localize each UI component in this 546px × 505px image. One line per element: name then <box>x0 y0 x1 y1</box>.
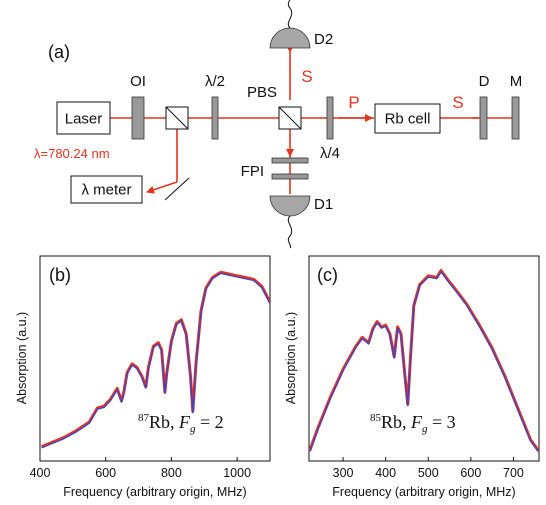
fpi-plate-2 <box>271 173 309 180</box>
series-blue-b <box>41 272 271 449</box>
attenuator-d <box>479 96 488 140</box>
x-tick-label-c-600: 600 <box>460 466 481 480</box>
m-label: M <box>510 73 523 90</box>
plot-frame-c <box>308 255 540 462</box>
pbs-diagonal <box>278 106 302 130</box>
beam-s-right-label: S <box>452 93 463 112</box>
d1-cable <box>287 215 293 249</box>
panel-label-c: (c) <box>317 265 338 285</box>
half-wave-plate <box>211 96 219 140</box>
series-blue-c <box>309 271 539 452</box>
optical-isolator <box>131 96 145 140</box>
x-tick-label-c-500: 500 <box>418 466 439 480</box>
beam-p-label: P <box>348 93 359 112</box>
series-b <box>41 270 272 449</box>
x-tick-label-b-600: 600 <box>95 466 116 480</box>
fpi-plate-1 <box>271 157 309 164</box>
beam-splitter-diagonal <box>165 106 189 130</box>
rb-cell-label: Rb cell <box>385 111 431 128</box>
detector-d2 <box>269 27 311 49</box>
ylabel-b: Absorption (a.u.) <box>15 312 29 404</box>
x-tick-label-c-300: 300 <box>333 466 354 480</box>
ylabel-c: Absorption (a.u.) <box>284 312 298 404</box>
quarter-wave-plate <box>326 96 334 140</box>
annotation-c: 85Rb, Fg = 3 <box>370 412 456 435</box>
chart-b: 400 600 800 1000 (b) 87Rb, Fg = 2 Frequency… <box>15 255 272 499</box>
x-tick-label-b-400: 400 <box>30 466 51 480</box>
d-label: D <box>479 73 490 90</box>
xlabel-b: Frequency (arbitrary origin, MHz) <box>63 485 246 499</box>
laser-label: Laser <box>65 111 103 128</box>
d2-cable <box>287 0 293 29</box>
x-axis-b: 400 600 800 1000 <box>30 457 251 480</box>
x-axis-c: 300 400 500 600 700 <box>333 457 524 480</box>
beam-s-top-label: S <box>301 67 312 86</box>
xlabel-c: Frequency (arbitrary origin, MHz) <box>332 485 515 499</box>
quarter-wave-label: λ/4 <box>320 145 340 162</box>
setup-diagram: (a) Laser λ=780.24 nm OI λ/2 PBS λ/4 P <box>34 0 523 249</box>
d2-label: D2 <box>314 31 333 48</box>
wavelength-label: λ=780.24 nm <box>34 146 110 161</box>
mirror-m <box>511 96 520 140</box>
pickoff-mirror <box>164 177 190 201</box>
x-tick-label-c-700: 700 <box>503 466 524 480</box>
x-tick-label-c-400: 400 <box>375 466 396 480</box>
detector-d1 <box>269 195 311 217</box>
lambda-meter-label: λ meter <box>81 182 131 199</box>
pbs-label: PBS <box>247 84 277 101</box>
plot-frame-b <box>39 255 271 462</box>
laser-box <box>56 101 111 135</box>
annotation-b: 87Rb, Fg = 2 <box>138 412 224 435</box>
half-wave-label: λ/2 <box>205 73 225 90</box>
oi-label: OI <box>130 73 146 90</box>
panel-label-b: (b) <box>49 265 71 285</box>
series-c <box>308 269 540 452</box>
fpi-label: FPI <box>241 163 264 180</box>
x-tick-label-b-800: 800 <box>161 466 182 480</box>
beam-to-meter <box>146 181 178 194</box>
lambda-meter-box <box>70 175 143 204</box>
panel-label-a: (a) <box>48 42 70 62</box>
d1-label: D1 <box>314 196 333 213</box>
rb-cell-box <box>374 103 441 134</box>
chart-c: 300 400 500 600 700 (c) 85Rb, Fg = 3 Frequen… <box>284 255 540 499</box>
x-tick-label-b-1000: 1000 <box>223 466 251 480</box>
